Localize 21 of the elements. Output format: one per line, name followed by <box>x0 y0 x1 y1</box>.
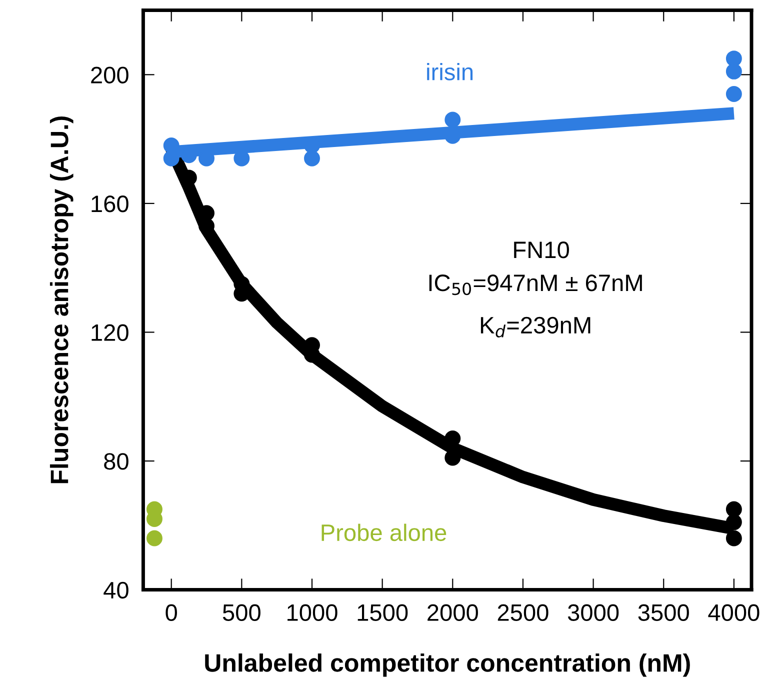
x-tick-label: 1500 <box>358 604 408 622</box>
y-tick-label: 40 <box>104 582 128 599</box>
y-axis-title: Fluorescence anisotropy (A.U.) <box>50 116 74 484</box>
x-tick-label: 0 <box>166 604 177 622</box>
series-label: irisin <box>427 63 473 80</box>
x-axis-title: Unlabeled competitor concentration (nM) <box>205 653 690 677</box>
annotation: IC$_{50}$=947nM ± 67nM <box>429 274 642 296</box>
y-tick-label: 80 <box>104 453 128 470</box>
x-tick-label: 500 <box>222 604 260 622</box>
text: FN10 <box>514 242 569 258</box>
x-tick-label: 4000 <box>708 604 760 622</box>
x-tick-label: 2000 <box>428 604 478 622</box>
y-tick-label: 120 <box>92 324 128 342</box>
y-tick-label: 160 <box>92 196 128 212</box>
annotation: K$_{d}$=239nM <box>480 316 590 338</box>
x-tick-label: 3500 <box>638 604 689 622</box>
y-tick-label: 200 <box>91 66 128 84</box>
x-tick-label: 1000 <box>288 604 338 622</box>
x-tick-label: 3000 <box>568 604 619 622</box>
text: Probe alone <box>322 524 446 542</box>
x-tick-label: 2500 <box>498 604 548 622</box>
